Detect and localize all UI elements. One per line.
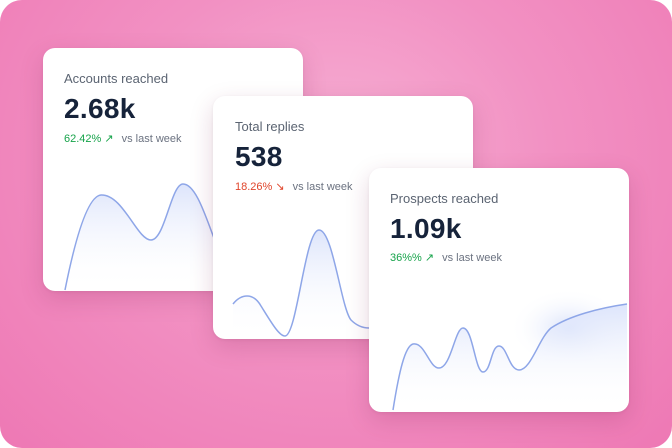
metric-value: 2.68k xyxy=(64,93,136,124)
metric-value: 1.09k xyxy=(390,213,462,244)
change-percent: 18.26% ↘ xyxy=(235,181,285,193)
arrow-up-right-icon: ↗ xyxy=(424,252,435,264)
metric-change: 36%% ↗ vs last week xyxy=(390,251,502,264)
card-title: Total replies xyxy=(235,119,305,134)
sparkline-area xyxy=(393,304,627,412)
metric-change: 62.42% ↗ vs last week xyxy=(64,132,182,145)
metric-change: 18.26% ↘ vs last week xyxy=(235,180,353,193)
sparkline-area xyxy=(65,184,303,291)
comparison-label: vs last week xyxy=(121,133,182,145)
sparkline-chart xyxy=(232,229,370,339)
sparkline-chart xyxy=(392,288,629,412)
sparkline-line xyxy=(232,229,370,337)
change-percent: 62.42% ↗ xyxy=(64,133,114,145)
card-title: Prospects reached xyxy=(390,191,499,206)
card-title: Accounts reached xyxy=(64,71,169,86)
sparkline-line xyxy=(392,303,628,411)
change-percent: 36%% ↗ xyxy=(390,252,435,264)
comparison-label: vs last week xyxy=(442,252,502,264)
comparison-label: vs last week xyxy=(292,181,353,193)
metric-value: 538 xyxy=(235,141,283,172)
prospects-reached-card: Prospects reached 1.09k 36%% ↗ vs last we… xyxy=(369,168,629,412)
arrow-down-right-icon: ↘ xyxy=(275,181,285,193)
arrow-up-right-icon: ↗ xyxy=(104,133,114,145)
